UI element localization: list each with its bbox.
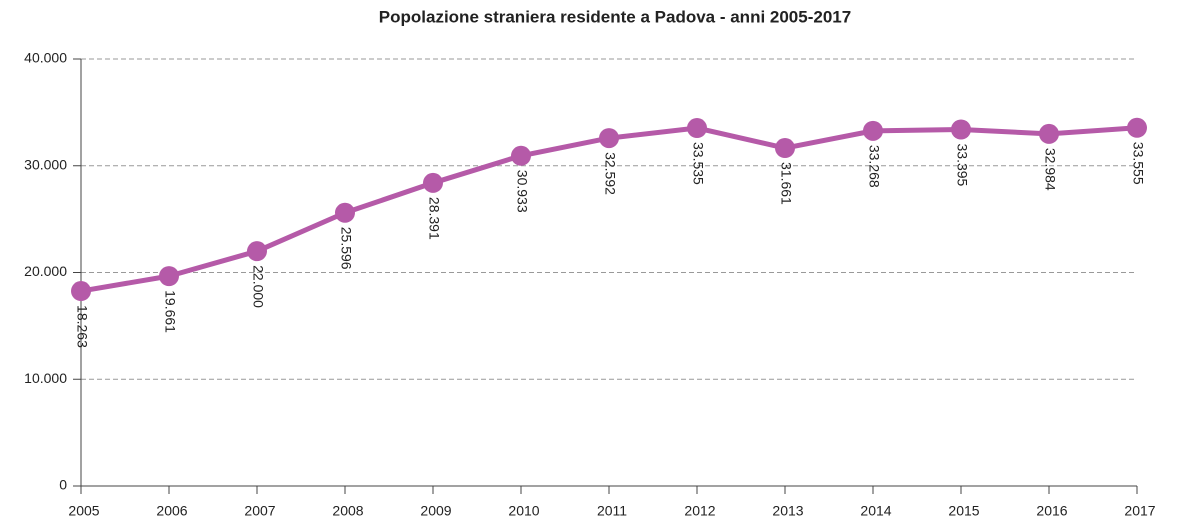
y-tick-label: 0 [59, 477, 67, 493]
point [687, 118, 707, 139]
x-tick-label: 2010 [508, 503, 539, 519]
y-tick-label: 20.000 [24, 263, 67, 279]
x-tick-label: 2007 [244, 503, 275, 519]
data-label: 33.395 [954, 144, 970, 187]
point [511, 145, 531, 166]
x-tick-label: 2006 [156, 503, 187, 519]
point [247, 241, 267, 262]
data-label: 32.984 [1042, 148, 1058, 191]
x-tick-label: 2005 [68, 503, 99, 519]
point [775, 138, 795, 159]
data-label: 32.592 [602, 152, 618, 195]
data-label: 28.391 [426, 197, 442, 240]
data-label: 30.933 [514, 170, 530, 213]
y-tick-label: 10.000 [24, 370, 67, 386]
x-tick-label: 2015 [948, 503, 979, 519]
point [951, 119, 971, 140]
point [863, 120, 883, 141]
point [1127, 117, 1147, 138]
data-label: 22.000 [250, 265, 266, 308]
point [423, 172, 443, 193]
x-tick-label: 2013 [772, 503, 803, 519]
y-tick-label: 40.000 [24, 50, 67, 66]
x-tick-label: 2016 [1036, 503, 1067, 519]
point [1039, 123, 1059, 144]
data-label: 25.596 [338, 227, 354, 270]
data-label: 33.555 [1130, 142, 1146, 185]
chart-title: Popolazione straniera residente a Padova… [379, 7, 851, 26]
point [599, 128, 619, 149]
x-tick-label: 2009 [420, 503, 451, 519]
x-tick-label: 2008 [332, 503, 363, 519]
data-label: 31.661 [778, 162, 794, 205]
data-label: 33.535 [690, 142, 706, 185]
data-label: 33.268 [866, 145, 882, 188]
point [71, 281, 91, 302]
x-tick-label: 2014 [860, 503, 891, 519]
data-label: 19.661 [162, 290, 178, 333]
y-tick-label: 30.000 [24, 156, 67, 172]
x-tick-label: 2011 [597, 503, 627, 519]
point [159, 266, 179, 287]
data-label: 18.263 [74, 305, 90, 348]
x-tick-label: 2017 [1124, 503, 1155, 519]
x-tick-label: 2012 [684, 503, 715, 519]
point [335, 202, 355, 223]
